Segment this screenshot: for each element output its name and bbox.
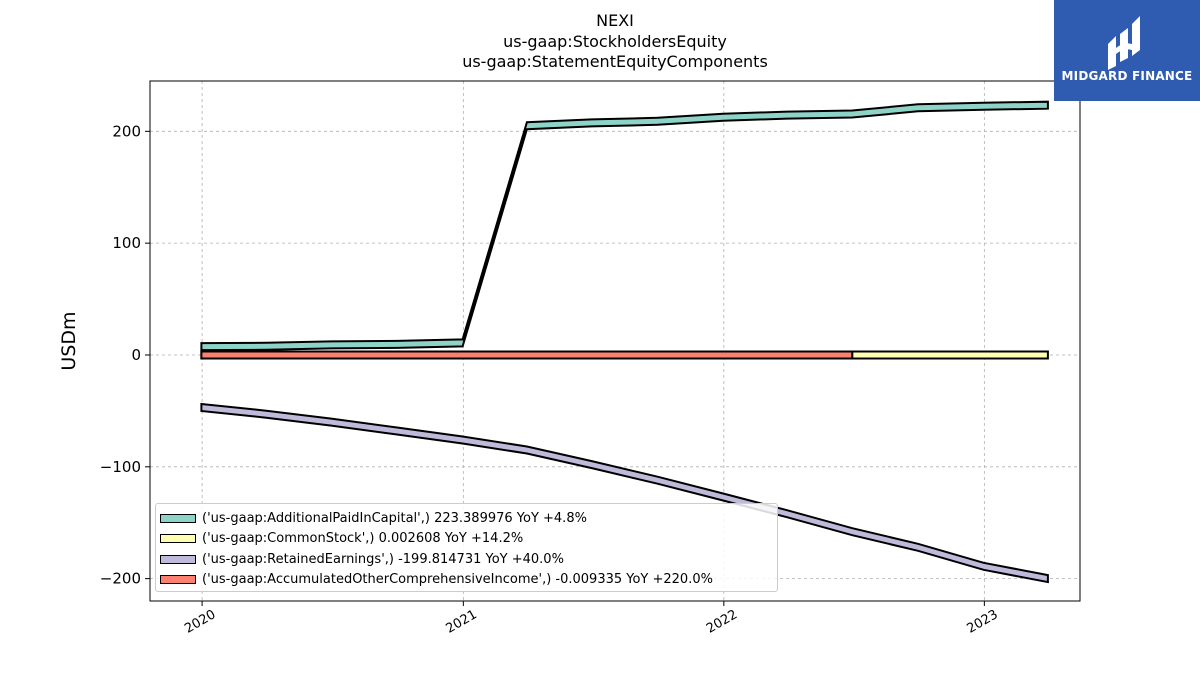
legend-swatch bbox=[160, 513, 196, 523]
legend-swatch bbox=[160, 534, 196, 544]
brand-logo: MIDGARD FINANCE bbox=[1054, 0, 1200, 101]
x-tick-label: 2022 bbox=[704, 607, 740, 637]
legend-label: ('us-gaap:AdditionalPaidInCapital',) 223… bbox=[202, 510, 587, 526]
y-tick-label: −200 bbox=[100, 570, 141, 588]
legend-label: ('us-gaap:AccumulatedOtherComprehensiveI… bbox=[202, 572, 713, 588]
brand-logo-text: MIDGARD FINANCE bbox=[1061, 69, 1193, 83]
x-tick-label: 2021 bbox=[444, 607, 480, 637]
legend-item: ('us-gaap:CommonStock',) 0.002608 YoY +1… bbox=[160, 529, 777, 550]
legend-label: ('us-gaap:RetainedEarnings',) -199.81473… bbox=[202, 551, 564, 567]
y-axis-label: USDm bbox=[58, 311, 80, 370]
legend-item: ('us-gaap:RetainedEarnings',) -199.81473… bbox=[160, 549, 777, 570]
series-layer bbox=[200, 100, 1049, 584]
y-tick-label: 200 bbox=[112, 122, 141, 140]
chart-subtitle-2: us-gaap:StatementEquityComponents bbox=[462, 52, 768, 71]
series-band bbox=[200, 350, 854, 360]
y-tick-label: 100 bbox=[112, 234, 141, 252]
x-tick-label: 2020 bbox=[182, 607, 218, 637]
y-tick-label: −100 bbox=[100, 458, 141, 476]
plot-frame bbox=[149, 80, 1081, 602]
legend: ('us-gaap:AdditionalPaidInCapital',) 223… bbox=[155, 503, 778, 592]
y-tick-label: 0 bbox=[131, 346, 141, 364]
chart-title: NEXI bbox=[596, 11, 634, 30]
midgard-logo-icon bbox=[1108, 16, 1140, 70]
legend-swatch bbox=[160, 575, 196, 585]
legend-label: ('us-gaap:CommonStock',) 0.002608 YoY +1… bbox=[202, 531, 524, 547]
legend-swatch bbox=[160, 554, 196, 564]
x-tick-label: 2023 bbox=[965, 607, 1001, 637]
legend-item: ('us-gaap:AccumulatedOtherComprehensiveI… bbox=[160, 570, 777, 591]
chart-subtitle: us-gaap:StockholdersEquity bbox=[503, 32, 727, 51]
series-band bbox=[200, 402, 1049, 584]
series-band bbox=[200, 100, 1049, 352]
legend-item: ('us-gaap:AdditionalPaidInCapital',) 223… bbox=[160, 508, 777, 529]
